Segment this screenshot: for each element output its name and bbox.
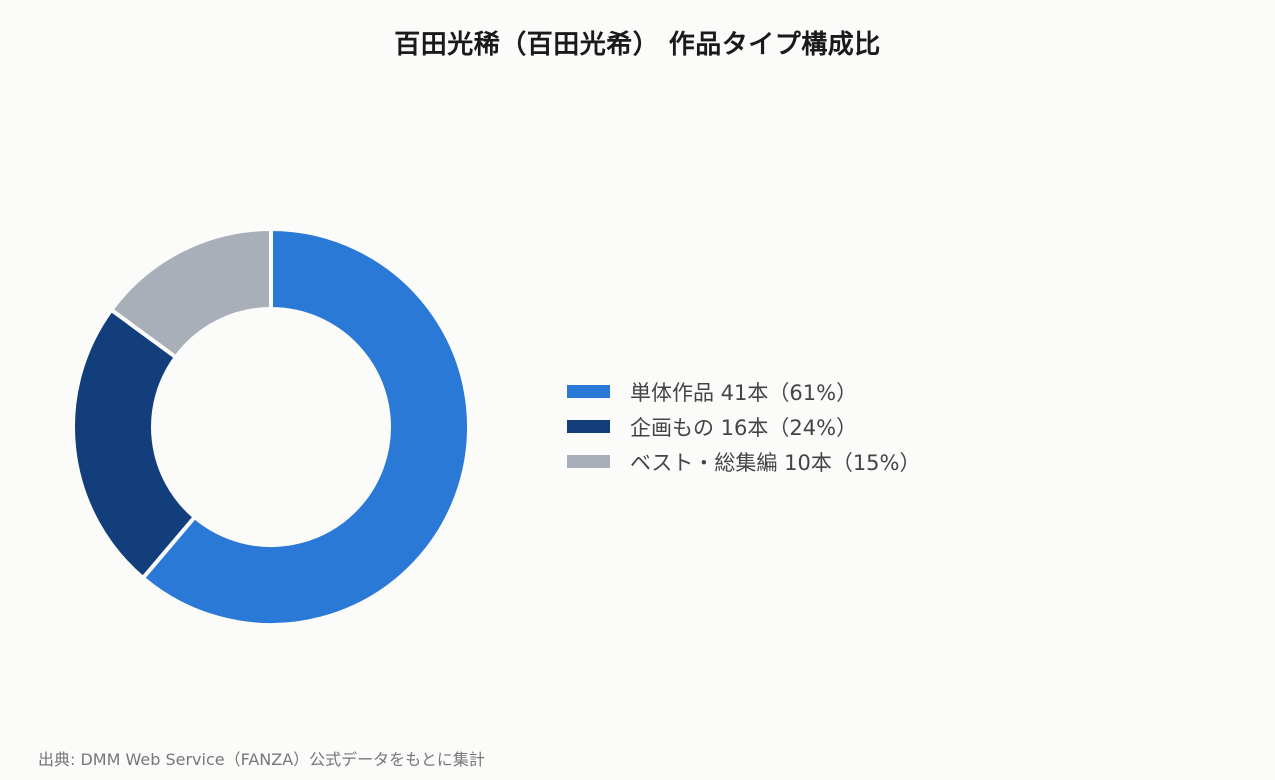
- chart-legend: 単体作品 41本（61%） 企画もの 16本（24%） ベスト・総集編 10本（15…: [567, 374, 921, 479]
- legend-label: 単体作品 41本（61%）: [630, 380, 858, 405]
- legend-label: ベスト・総集編 10本（15%）: [630, 450, 921, 475]
- source-note: 出典: DMM Web Service（FANZA）公式データをもとに集計: [38, 750, 485, 769]
- chart-title: 百田光稀（百田光希） 作品タイプ構成比: [394, 30, 881, 60]
- donut-slice-single-works: [140, 226, 471, 627]
- legend-label: 企画もの 16本（24%）: [630, 415, 858, 440]
- legend-item-single-works: 単体作品 41本（61%）: [567, 374, 921, 409]
- legend-item-best-compilation: ベスト・総集編 10本（15%）: [567, 444, 921, 479]
- legend-swatch: [567, 420, 610, 433]
- donut-slice-best-compilation: [108, 226, 273, 360]
- legend-swatch: [567, 385, 610, 398]
- legend-item-planning-works: 企画もの 16本（24%）: [567, 409, 921, 444]
- donut-slice-planning-works: [71, 307, 198, 581]
- legend-swatch: [567, 455, 610, 468]
